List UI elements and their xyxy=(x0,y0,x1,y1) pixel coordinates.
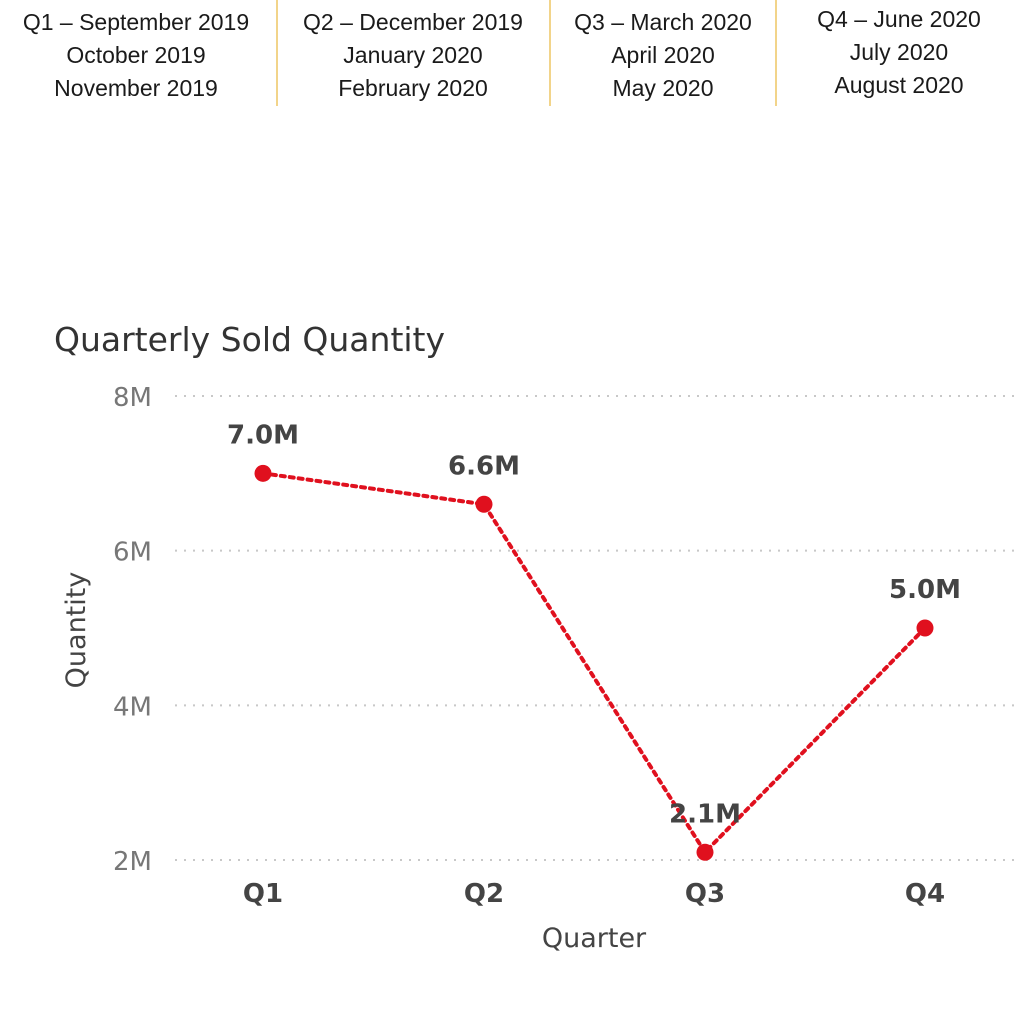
y-axis-label: Quantity xyxy=(61,572,92,689)
data-label-q3: 2.1M xyxy=(669,799,741,829)
legend-q1-line-3: November 2019 xyxy=(54,75,218,101)
gridlines xyxy=(175,395,1015,861)
legend-divider xyxy=(775,0,777,106)
y-tick-label: 8M xyxy=(113,383,152,413)
data-point-q1[interactable] xyxy=(254,464,272,482)
data-points xyxy=(254,464,934,861)
legend-q1-line-2: October 2019 xyxy=(66,42,206,68)
data-label-q2: 6.6M xyxy=(448,451,520,481)
series-line xyxy=(261,471,927,856)
legend-q3-line-3: May 2020 xyxy=(612,75,714,101)
legend-q2-line-2: January 2020 xyxy=(343,42,483,68)
legend-q2-line-3: February 2020 xyxy=(338,75,488,101)
x-axis-label: Quarter xyxy=(542,923,647,954)
chart-title: Quarterly Sold Quantity xyxy=(54,320,446,359)
quarter-legend: Q1 – September 2019 October 2019 Novembe… xyxy=(0,0,1018,110)
legend-q3-line-2: April 2020 xyxy=(611,42,715,68)
legend-q1: Q1 – September 2019 October 2019 Novembe… xyxy=(6,6,266,105)
legend-q3-line-1: Q3 – March 2020 xyxy=(574,9,752,35)
y-tick-label: 2M xyxy=(113,847,152,877)
legend-q2: Q2 – December 2019 January 2020 February… xyxy=(288,6,538,105)
legend-q4: Q4 – June 2020 July 2020 August 2020 xyxy=(786,3,1012,102)
x-tick-label: Q2 xyxy=(464,879,504,909)
data-point-q4[interactable] xyxy=(916,619,934,637)
data-label-q1: 7.0M xyxy=(227,420,299,450)
legend-q4-line-1: Q4 – June 2020 xyxy=(817,6,981,32)
y-tick-label: 4M xyxy=(113,692,152,722)
x-axis-ticks: Q1 Q2 Q3 Q4 xyxy=(243,879,945,909)
legend-q4-line-2: July 2020 xyxy=(849,39,949,65)
legend-q4-line-3: August 2020 xyxy=(834,72,964,98)
legend-q3: Q3 – March 2020 April 2020 May 2020 xyxy=(560,6,766,105)
y-axis-ticks: 2M 4M 6M 8M xyxy=(113,383,152,877)
data-labels: 7.0M 6.6M 2.1M 5.0M xyxy=(227,420,961,829)
x-tick-label: Q3 xyxy=(685,879,725,909)
x-tick-label: Q1 xyxy=(243,879,283,909)
data-point-q3[interactable] xyxy=(696,843,714,861)
x-tick-label: Q4 xyxy=(905,879,945,909)
y-tick-label: 6M xyxy=(113,538,152,568)
data-point-q2[interactable] xyxy=(475,495,493,513)
data-label-q4: 5.0M xyxy=(889,575,961,605)
legend-divider xyxy=(549,0,551,106)
legend-divider xyxy=(276,0,278,106)
legend-q1-line-1: Q1 – September 2019 xyxy=(22,9,250,35)
legend-q2-line-1: Q2 – December 2019 xyxy=(303,9,523,35)
